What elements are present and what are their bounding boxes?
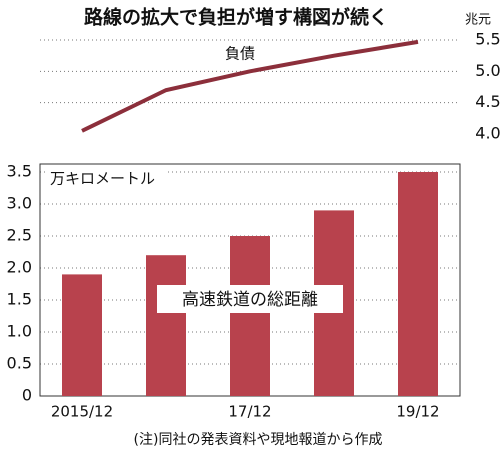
unit-bg [46,168,166,190]
y-tick-label: 5.0 [475,61,500,80]
bar [146,255,186,396]
y-tick-label: 1.5 [7,290,32,309]
annotation: 高速鉄道の総距離 [182,290,318,310]
note: (注)同社の発表資料や現地報道から作成 [134,432,383,448]
y-unit: 万キロメートル [50,170,155,188]
y-tick-label: 3.5 [7,162,32,181]
y-tick-label: 2.0 [7,258,32,277]
x-tick-label: 2015/12 [51,403,113,421]
y-tick-label: 0.5 [7,354,32,373]
y-tick-label: 3.0 [7,194,32,213]
line [81,39,419,133]
chart-title: 路線の拡大で負担が増す構図が続く [84,6,388,29]
bar [230,236,270,396]
y-tick-label: 1.0 [7,322,32,341]
y-tick-label: 4.0 [475,124,500,143]
y-unit: 兆元 [465,13,491,28]
series-label: 負債 [225,45,255,63]
y-tick-label: 5.5 [475,30,500,49]
bar [62,274,102,396]
bar [398,172,438,396]
y-tick-label: 4.5 [475,92,500,111]
x-tick-label: 19/12 [396,403,439,421]
x-tick-label: 17/12 [228,403,271,421]
y-tick-label: 2.5 [7,226,32,245]
y-tick-label: 0 [22,386,32,405]
annotation-bg [157,285,343,313]
